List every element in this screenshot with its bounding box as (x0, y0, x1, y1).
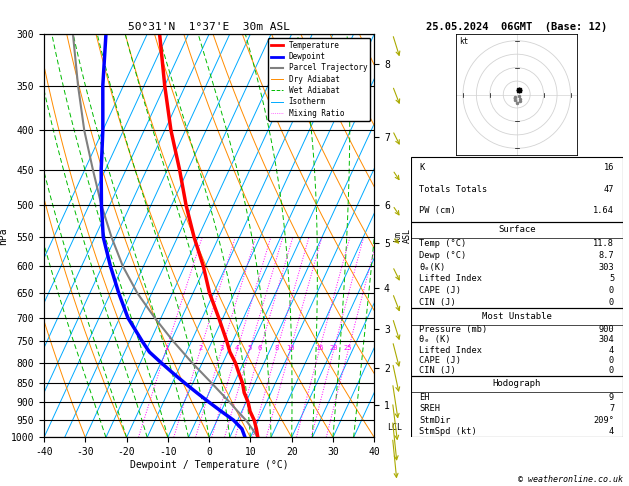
Text: Lifted Index: Lifted Index (419, 346, 482, 355)
Text: 0: 0 (609, 366, 615, 375)
Text: 1: 1 (164, 345, 168, 351)
Title: 50°31'N  1°37'E  30m ASL: 50°31'N 1°37'E 30m ASL (128, 22, 290, 32)
Text: CAPE (J): CAPE (J) (419, 286, 461, 295)
Bar (411, 157, 623, 222)
Text: Dewp (°C): Dewp (°C) (419, 251, 467, 260)
Text: 3: 3 (220, 345, 223, 351)
Text: θₑ (K): θₑ (K) (419, 335, 451, 345)
Text: 20: 20 (329, 345, 338, 351)
Text: StmDir: StmDir (419, 416, 451, 425)
Text: 25.05.2024  06GMT  (Base: 12): 25.05.2024 06GMT (Base: 12) (426, 21, 608, 32)
Bar (411, 222, 623, 309)
Text: 16: 16 (604, 163, 615, 173)
Text: Pressure (mb): Pressure (mb) (419, 325, 487, 334)
Text: 11.8: 11.8 (593, 239, 615, 248)
Text: 4: 4 (609, 346, 615, 355)
Text: 0: 0 (609, 298, 615, 307)
Text: Surface: Surface (498, 225, 535, 234)
Text: 7: 7 (609, 404, 615, 414)
Text: Lifted Index: Lifted Index (419, 275, 482, 283)
Text: 8.7: 8.7 (598, 251, 615, 260)
Text: 25: 25 (344, 345, 352, 351)
Text: Hodograph: Hodograph (493, 379, 541, 388)
Text: 4: 4 (235, 345, 239, 351)
Bar (411, 376, 623, 437)
Text: 900: 900 (598, 325, 615, 334)
Text: kt: kt (459, 37, 468, 46)
Text: PW (cm): PW (cm) (419, 206, 456, 215)
Text: 8: 8 (274, 345, 279, 351)
Text: 5: 5 (247, 345, 252, 351)
Text: 6: 6 (258, 345, 262, 351)
Text: 5: 5 (609, 275, 615, 283)
Text: LCL: LCL (387, 423, 403, 432)
Text: CIN (J): CIN (J) (419, 366, 456, 375)
Text: 2: 2 (198, 345, 203, 351)
Text: 16: 16 (315, 345, 323, 351)
Text: Most Unstable: Most Unstable (482, 312, 552, 321)
Y-axis label: hPa: hPa (0, 227, 8, 244)
Text: 0: 0 (609, 286, 615, 295)
Text: SREH: SREH (419, 404, 440, 414)
Text: Totals Totals: Totals Totals (419, 185, 487, 194)
Text: K: K (419, 163, 425, 173)
Text: CIN (J): CIN (J) (419, 298, 456, 307)
Text: θₑ(K): θₑ(K) (419, 262, 445, 272)
Text: 1.64: 1.64 (593, 206, 615, 215)
Text: 304: 304 (598, 335, 615, 345)
Text: 47: 47 (604, 185, 615, 194)
Text: 4: 4 (609, 427, 615, 436)
Text: CAPE (J): CAPE (J) (419, 356, 461, 365)
Text: Temp (°C): Temp (°C) (419, 239, 467, 248)
Text: © weatheronline.co.uk: © weatheronline.co.uk (518, 474, 623, 484)
Bar (411, 309, 623, 376)
Text: EH: EH (419, 393, 430, 402)
Y-axis label: km
ASL: km ASL (392, 228, 412, 243)
Text: 9: 9 (609, 393, 615, 402)
X-axis label: Dewpoint / Temperature (°C): Dewpoint / Temperature (°C) (130, 460, 289, 470)
Text: StmSpd (kt): StmSpd (kt) (419, 427, 477, 436)
Text: 0: 0 (609, 356, 615, 365)
Text: 10: 10 (286, 345, 294, 351)
Legend: Temperature, Dewpoint, Parcel Trajectory, Dry Adiabat, Wet Adiabat, Isotherm, Mi: Temperature, Dewpoint, Parcel Trajectory… (268, 38, 370, 121)
Text: 209°: 209° (593, 416, 615, 425)
Text: 303: 303 (598, 262, 615, 272)
